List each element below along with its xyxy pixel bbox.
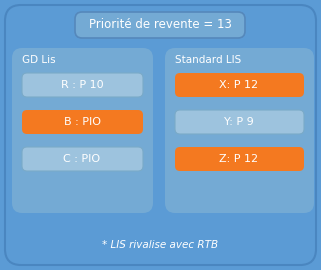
Text: Z: P 12: Z: P 12 [220,154,258,164]
Text: B : PIO: B : PIO [64,117,100,127]
FancyBboxPatch shape [5,5,316,265]
Text: Priorité de revente = 13: Priorité de revente = 13 [89,19,231,32]
FancyBboxPatch shape [75,12,245,38]
Text: C : PIO: C : PIO [64,154,100,164]
Text: X: P 12: X: P 12 [220,80,258,90]
Text: R : P 10: R : P 10 [61,80,103,90]
FancyBboxPatch shape [175,110,304,134]
FancyBboxPatch shape [175,147,304,171]
FancyBboxPatch shape [165,48,314,213]
Text: Standard LIS: Standard LIS [175,55,241,65]
FancyBboxPatch shape [12,48,153,213]
FancyBboxPatch shape [175,73,304,97]
FancyBboxPatch shape [22,110,143,134]
FancyBboxPatch shape [22,147,143,171]
Text: * LIS rivalise avec RTB: * LIS rivalise avec RTB [102,240,218,250]
FancyBboxPatch shape [22,73,143,97]
Text: Y: P 9: Y: P 9 [224,117,254,127]
Text: GD Lis: GD Lis [22,55,56,65]
